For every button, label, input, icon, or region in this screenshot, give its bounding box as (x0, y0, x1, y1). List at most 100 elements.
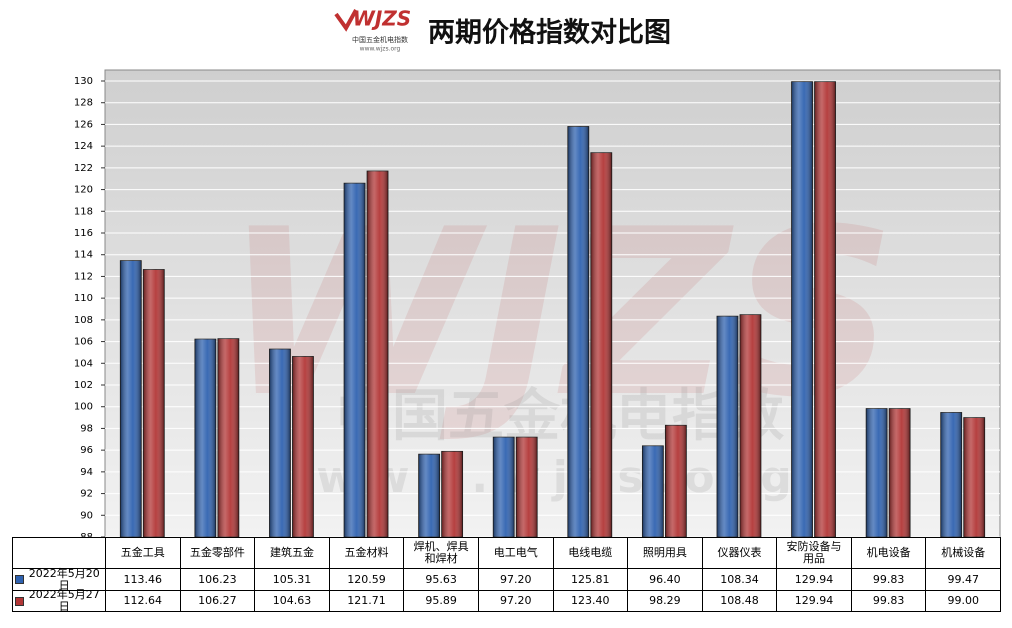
value-label: 108.48 (702, 591, 778, 612)
value-label: 99.83 (851, 591, 927, 612)
legend-entry: 2022年5月20日 (13, 566, 106, 592)
value-label: 129.94 (777, 569, 852, 591)
x-tick-label: 焊机、焊具和焊材 (404, 538, 479, 569)
y-tick-label: 118 (74, 206, 93, 217)
watermark-url: www.wjzs.org (316, 452, 804, 503)
value-label: 125.81 (553, 569, 629, 591)
value-label: 99.00 (926, 591, 1001, 612)
y-tick-label: 102 (74, 380, 93, 391)
legend-entry: 2022年5月27日 (13, 588, 106, 613)
y-tick-label: 98 (80, 423, 93, 434)
value-label: 97.20 (478, 569, 554, 591)
value-label: 104.63 (255, 591, 330, 612)
y-tick-label: 92 (80, 489, 93, 500)
data-table: 五金工具 五金零部件 建筑五金 五金材料 焊机、焊具和焊材 电工电气 电线电缆 照明用具 仪器仪… (12, 537, 1001, 613)
value-label: 99.83 (851, 569, 927, 591)
value-label: 97.20 (478, 591, 554, 612)
watermark: WJZS (224, 181, 896, 448)
y-tick-label: 96 (80, 445, 93, 456)
logo-name: 中国五金机电指数 (352, 35, 408, 44)
bar-shade (441, 451, 463, 537)
value-label: 106.27 (180, 591, 256, 612)
x-tick-label: 安防设备与用品 (777, 538, 852, 569)
bar-shade (516, 437, 538, 537)
x-tick-label: 机电设备 (851, 538, 927, 569)
bar-shade (567, 126, 589, 537)
value-label: 95.89 (404, 591, 479, 612)
y-tick-label: 106 (74, 337, 93, 348)
y-tick-label: 90 (80, 510, 93, 521)
x-tick-label: 电线电缆 (553, 538, 629, 569)
y-tick-label: 88 (80, 532, 93, 537)
logo-arrow (334, 9, 358, 32)
bar-shade (940, 412, 962, 537)
y-tick-label: 122 (74, 163, 93, 174)
bar-shade (665, 425, 687, 537)
y-tick-label: 104 (74, 358, 93, 369)
y-tick-label: 94 (80, 467, 93, 478)
x-tick-label: 电工电气 (478, 538, 554, 569)
value-label: 99.47 (926, 569, 1001, 591)
bar-shade (739, 314, 761, 537)
chart: WJZS 中国五金机电指数 www.wjzs.org WJZS 中国五金机电指数… (74, 7, 1001, 537)
legend-key (15, 575, 24, 584)
bar-shade (814, 81, 836, 537)
bar-shade (493, 437, 515, 537)
bar-shade (194, 339, 216, 537)
table-cell (13, 538, 106, 569)
value-label: 121.71 (329, 591, 405, 612)
y-tick-label: 128 (74, 98, 93, 109)
x-tick-label: 五金零部件 (180, 538, 256, 569)
logo-brand: WJZS (353, 7, 411, 31)
legend-label: 2022年5月20日 (28, 566, 100, 592)
value-label: 98.29 (628, 591, 703, 612)
bar-shade (418, 454, 440, 537)
x-tick-label: 五金材料 (329, 538, 405, 569)
y-tick-label: 112 (74, 271, 93, 282)
watermark-name: 中国五金机电指数 (336, 384, 784, 449)
bar-shade (963, 417, 985, 537)
bar-shade (120, 260, 142, 537)
value-label: 108.34 (702, 569, 778, 591)
value-label: 106.23 (180, 569, 256, 591)
y-tick-label: 130 (74, 76, 93, 87)
bar-shade (642, 445, 664, 537)
y-tick-label: 110 (74, 293, 93, 304)
legend-key (15, 596, 24, 606)
value-label: 120.59 (329, 569, 405, 591)
x-tick-label: 仪器仪表 (702, 538, 778, 569)
legend-label: 2022年5月27日 (28, 588, 100, 613)
y-tick-label: 124 (74, 141, 93, 152)
bar-shade (866, 408, 888, 537)
y-tick-label: 114 (74, 250, 93, 261)
value-label: 105.31 (255, 569, 330, 591)
x-tick-label: 照明用具 (628, 538, 703, 569)
bar-shade (889, 408, 911, 537)
logo-url: www.wjzs.org (360, 46, 401, 53)
bar-shade (217, 338, 239, 537)
y-tick-label: 108 (74, 315, 93, 326)
bar-shade (590, 152, 612, 537)
bar-shade (791, 81, 813, 537)
x-tick-label: 建筑五金 (255, 538, 330, 569)
y-tick-label: 126 (74, 119, 93, 130)
bar-shade (292, 356, 314, 537)
chart-title: 两期价格指数对比图 (428, 18, 671, 49)
x-tick-label: 机械设备 (926, 538, 1001, 569)
y-tick-label: 116 (74, 228, 93, 239)
bar-shade (367, 171, 389, 537)
value-label: 129.94 (777, 591, 852, 612)
y-tick-label: 120 (74, 185, 93, 196)
bar-shade (716, 316, 738, 537)
value-label: 95.63 (404, 569, 479, 591)
y-tick-label: 100 (74, 402, 93, 413)
value-label: 113.46 (106, 569, 181, 591)
bar-shade (143, 269, 165, 537)
value-label: 123.40 (553, 591, 629, 612)
bar-shade (269, 349, 291, 537)
plot-area (104, 69, 1001, 537)
value-label: 96.40 (628, 569, 703, 591)
x-tick-label: 五金工具 (106, 538, 181, 569)
value-label: 112.64 (106, 591, 181, 612)
